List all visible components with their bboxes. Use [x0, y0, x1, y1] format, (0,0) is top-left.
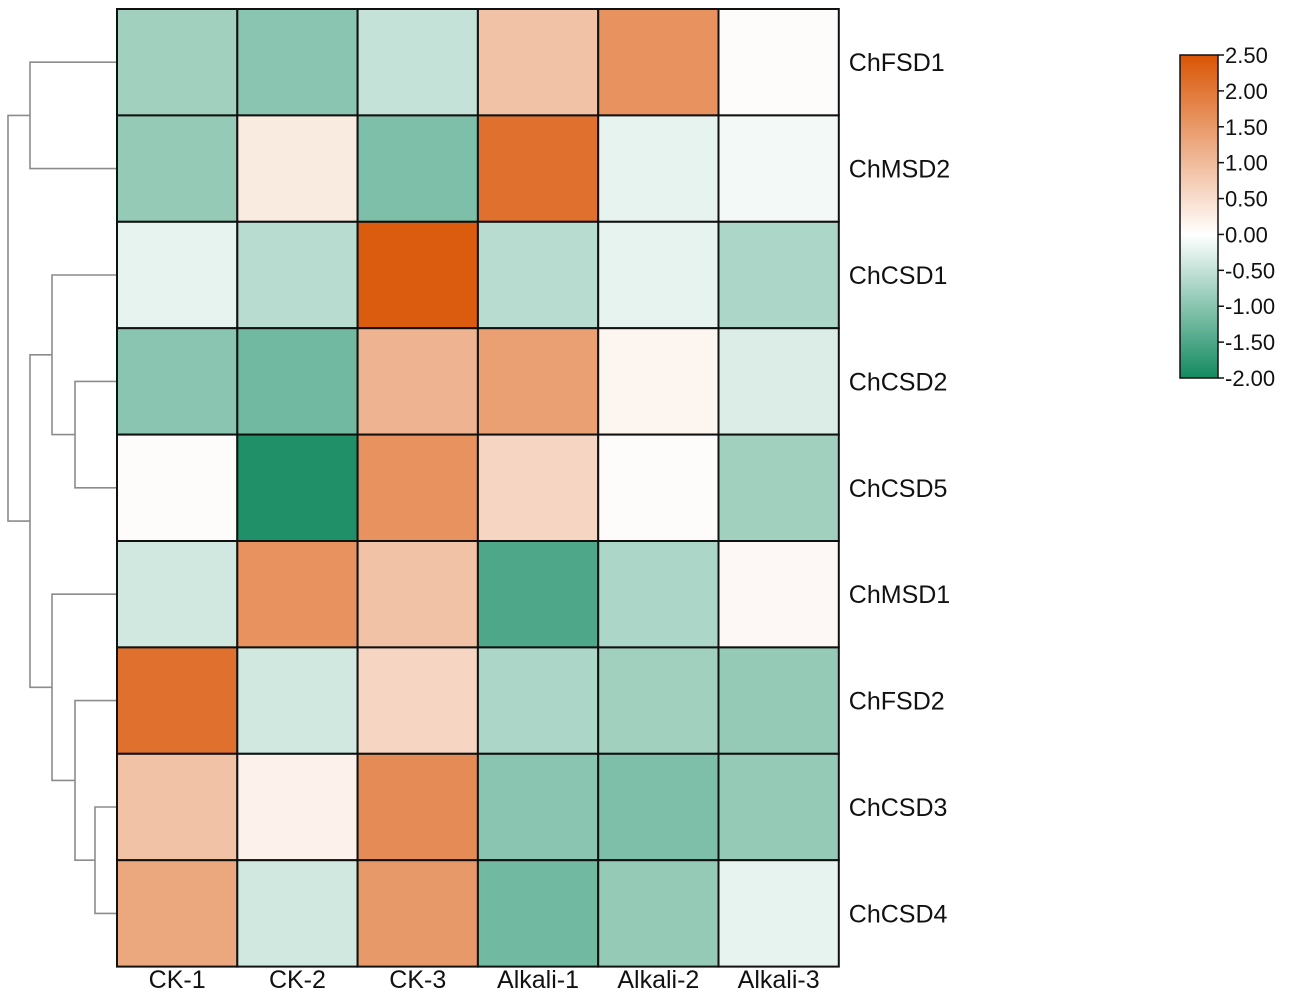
heatmap-cell	[356, 220, 479, 330]
colorbar-tick-label: 2.00	[1225, 79, 1268, 104]
heatmap-cell	[717, 646, 840, 755]
heatmap-cell	[476, 752, 600, 862]
colorbar-gradient	[1179, 54, 1219, 379]
heatmap-cell	[236, 859, 359, 968]
column-label: Alkali-3	[738, 966, 820, 992]
heatmap-cell	[476, 220, 600, 330]
heatmap-cell	[356, 646, 479, 755]
heatmap-cell	[717, 220, 840, 330]
dendrogram-branch	[74, 380, 117, 489]
row-label: ChCSD2	[849, 368, 948, 396]
heatmap-cells	[116, 8, 840, 968]
colorbar-tick-label: -1.50	[1225, 330, 1275, 355]
row-labels: ChFSD1 ChMSD2 ChCSD1 ChCSD2 ChCSD5 ChMSD1 ChFS…	[849, 49, 950, 928]
dendrogram-branch	[29, 354, 52, 689]
heatmap-cell	[356, 114, 479, 223]
heatmap-cell	[116, 8, 239, 117]
heatmap-cell	[476, 8, 600, 117]
row-label: ChFSD1	[849, 49, 945, 77]
heatmap-cell	[717, 327, 840, 436]
column-label: CK-3	[389, 966, 446, 992]
heatmap-cell	[116, 327, 239, 436]
heatmap-cell	[356, 327, 479, 436]
colorbar-tick-label: 1.50	[1225, 115, 1268, 140]
heatmap-cell	[476, 327, 600, 436]
heatmap-cell	[356, 752, 479, 862]
heatmap-cell	[597, 220, 720, 330]
heatmap-cell	[717, 859, 840, 968]
heatmap-cell	[717, 8, 840, 117]
dendrogram-branch	[7, 114, 30, 522]
dendrogram-branch	[51, 274, 117, 436]
column-label: CK-2	[269, 966, 326, 992]
heatmap-cell	[476, 114, 600, 223]
heatmap-cell	[236, 327, 359, 436]
heatmap-cell	[717, 540, 840, 649]
colorbar-tick-label: -2.00	[1225, 366, 1275, 391]
colorbar: 2.50 2.00 1.50 1.00 0.50 0.00 -0.50 -1.00 -1.50 -…	[1179, 43, 1275, 391]
heatmap-cell	[236, 752, 359, 862]
heatmap-cell	[717, 752, 840, 862]
heatmap-cell	[236, 8, 359, 117]
row-dendrogram	[7, 61, 117, 915]
heatmap-cell	[597, 327, 720, 436]
heatmap-cell	[597, 646, 720, 755]
heatmap-cell	[356, 433, 479, 543]
heatmap-cell	[476, 540, 600, 649]
row-label: ChCSD5	[849, 475, 948, 503]
colorbar-tick-label: 0.00	[1225, 222, 1268, 247]
heatmap-cell	[236, 646, 359, 755]
column-labels: CK-1 CK-2 CK-3 Alkali-1 Alkali-2 Alkali-3	[149, 966, 820, 992]
heatmap-cell	[356, 859, 479, 968]
colorbar-tick-label: -0.50	[1225, 258, 1275, 283]
heatmap-cell	[597, 433, 720, 543]
colorbar-tick-label: 1.00	[1225, 151, 1268, 176]
row-label: ChMSD2	[849, 156, 950, 184]
heatmap-cell	[597, 752, 720, 862]
row-label: ChFSD2	[849, 688, 945, 716]
heatmap-cell	[356, 8, 479, 117]
row-label: ChMSD1	[849, 581, 950, 609]
row-label: ChCSD1	[849, 262, 948, 290]
heatmap-cell	[236, 220, 359, 330]
heatmap-cell	[717, 433, 840, 543]
heatmap-cell	[236, 114, 359, 223]
dendrogram-branch	[94, 806, 117, 915]
colorbar-tick-label: -1.00	[1225, 294, 1275, 319]
heatmap-cell	[597, 8, 720, 117]
heatmap-cell	[356, 540, 479, 649]
row-label: ChCSD4	[849, 900, 948, 928]
heatmap-cell	[116, 646, 239, 755]
heatmap-cell	[116, 220, 239, 330]
heatmap-cell	[597, 540, 720, 649]
heatmap-cell	[597, 859, 720, 968]
heatmap-cell	[717, 114, 840, 223]
heatmap-cell	[476, 859, 600, 968]
dendrogram-branch	[74, 699, 117, 861]
dendrogram-branch	[51, 593, 117, 782]
heatmap-cell	[116, 433, 239, 543]
heatmap-cell	[116, 859, 239, 968]
heatmap-cell	[116, 540, 239, 649]
column-label: CK-1	[149, 966, 206, 992]
dendrogram-branch	[29, 61, 117, 170]
column-label: Alkali-2	[617, 966, 699, 992]
row-label: ChCSD3	[849, 794, 948, 822]
colorbar-tick-label: 2.50	[1225, 43, 1268, 68]
heatmap-cell	[116, 752, 239, 862]
heatmap-cell	[116, 114, 239, 223]
colorbar-tick-label: 0.50	[1225, 187, 1268, 212]
column-label: Alkali-1	[497, 966, 579, 992]
heatmap-cell	[236, 433, 359, 543]
heatmap-cell	[597, 114, 720, 223]
heatmap-cell	[476, 433, 600, 543]
heatmap-cell	[476, 646, 600, 755]
heatmap-cell	[236, 540, 359, 649]
